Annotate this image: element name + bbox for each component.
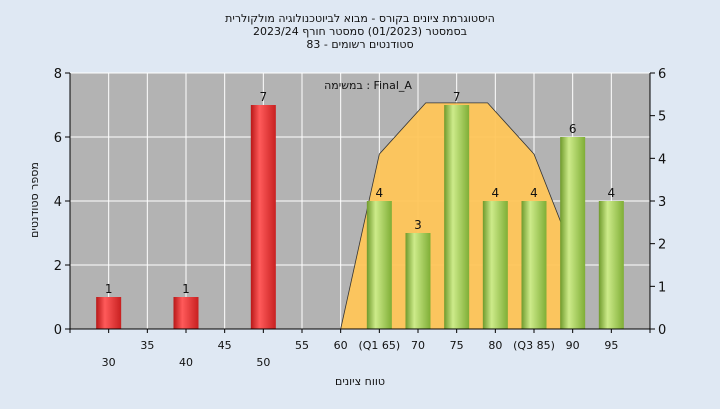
distribution-curve	[340, 102, 574, 330]
x-tick-label: (Q1 65)	[358, 339, 400, 352]
y-tick-label-left: 2	[54, 259, 62, 274]
y-tick-label-right: 4	[658, 152, 666, 167]
x-tick-label: 35	[140, 339, 154, 352]
y-tick-label-right: 3	[658, 195, 666, 210]
chart-title-line-1: היסטוגרמת ציונים בקורס - מבוא לביוטכנולו…	[225, 12, 495, 25]
x-tick-label: 75	[450, 339, 464, 352]
bar-75	[444, 105, 470, 329]
y-tick-label-right: 5	[658, 110, 666, 125]
y-tick-label-right: 2	[658, 238, 666, 253]
bar-90	[560, 137, 586, 329]
chart-title-line-3: סטודנטים רשומים - 83	[306, 38, 413, 51]
x-tick-label: 30	[102, 356, 116, 369]
x-tick-label: 60	[334, 339, 348, 352]
x-tick-label: 80	[488, 339, 502, 352]
x-tick-label: 95	[604, 339, 618, 352]
y-tick-label-right: 0	[658, 323, 666, 338]
chart-title-line-2: בסמסטר (01/2023) סמסטר חורף 2023/24	[253, 25, 467, 38]
x-tick-label: 90	[566, 339, 580, 352]
x-axis-label: טווח ציונים	[335, 375, 385, 388]
chart-subtitle: במשימה : Final_A	[324, 79, 412, 92]
x-tick-label: 55	[295, 339, 309, 352]
bar-70	[405, 233, 431, 329]
x-tick-label: 70	[411, 339, 425, 352]
x-tick-label: 45	[218, 339, 232, 352]
bar-95	[598, 201, 624, 329]
y-tick-label-left: 8	[54, 67, 62, 82]
bar-65	[366, 201, 392, 329]
bar-label-65: 4	[376, 186, 384, 200]
bar-label-40: 1	[182, 282, 190, 296]
bar-40	[173, 297, 199, 329]
x-tick-label: 40	[179, 356, 193, 369]
bar-80	[482, 201, 508, 329]
bar-85	[521, 201, 547, 329]
bar-label-95: 4	[608, 186, 616, 200]
y-tick-label-left: 4	[54, 195, 62, 210]
bar-label-30: 1	[105, 282, 113, 296]
x-tick-label: 50	[256, 356, 270, 369]
bar-label-80: 4	[492, 186, 500, 200]
y-tick-label-left: 0	[54, 323, 62, 338]
bar-label-90: 6	[569, 122, 577, 136]
y-tick-label-right: 6	[658, 67, 666, 82]
bar-label-70: 3	[414, 218, 422, 232]
bar-label-75: 7	[453, 90, 461, 104]
bar-label-85: 4	[530, 186, 538, 200]
x-tick-label: (Q3 85)	[513, 339, 555, 352]
y-axis-label: מספר סטודנטים	[28, 162, 41, 238]
y-tick-label-right: 1	[658, 280, 666, 295]
bar-30	[96, 297, 122, 329]
bar-label-50: 7	[260, 90, 268, 104]
y-tick-label-left: 6	[54, 131, 62, 146]
bar-50	[250, 105, 276, 329]
